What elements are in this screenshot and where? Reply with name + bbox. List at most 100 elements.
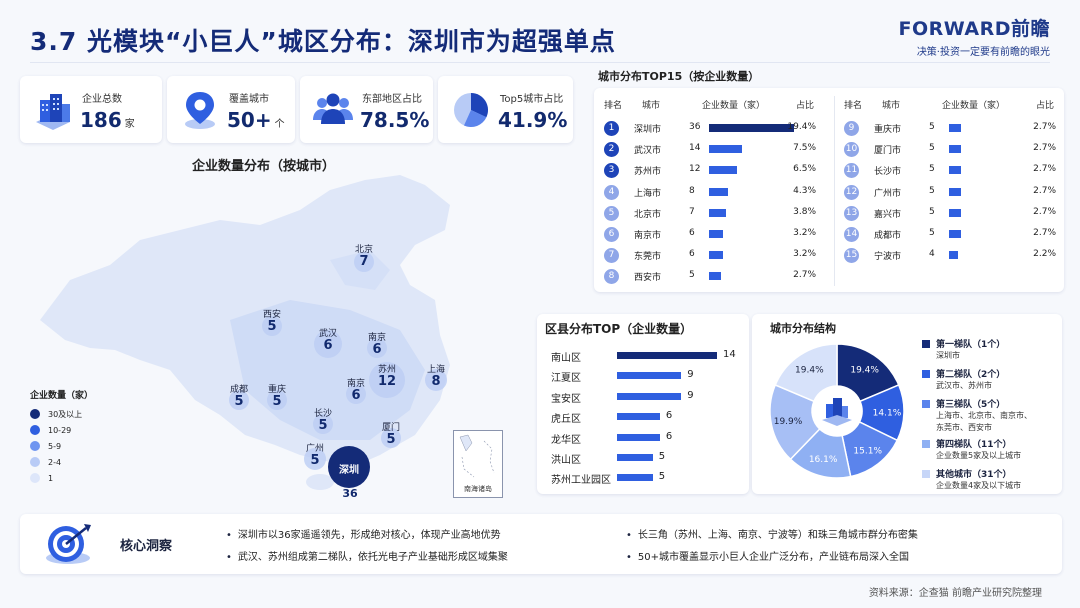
legend-label: 5-9 <box>48 441 62 451</box>
table-cell-city: 厦门市 <box>874 146 902 157</box>
col-header-rank: 排名 <box>604 101 623 111</box>
bar-value-label: 6 <box>665 410 673 422</box>
bar-value-label: 5 <box>658 471 666 483</box>
kpi-label: 东部地区占比 <box>362 94 422 105</box>
table-cell-pct: 3.8% <box>793 206 816 217</box>
legend-tier-name: 第一梯队（1个） <box>936 340 1006 350</box>
table-bar <box>949 124 961 132</box>
table-divider <box>834 96 835 286</box>
bar-category-label: 江夏区 <box>551 373 581 385</box>
insight-item: 武汉、苏州组成第二梯队，依托光电子产业基础形成区域集聚 <box>226 548 508 563</box>
map-legend: 企业数量（家） 30及以上 10-29 5-9 2-4 1 <box>30 388 93 486</box>
table-bar <box>949 145 961 154</box>
city-name: 武汉 <box>318 329 338 339</box>
legend-item: 1 <box>30 470 93 486</box>
table-cell-count: 36 <box>689 122 701 132</box>
location-pin-icon <box>185 92 215 129</box>
bar-row: 龙华区 6 <box>537 428 749 448</box>
rank-badge: 5 <box>604 205 619 221</box>
bar <box>617 474 653 482</box>
city-count: 5 <box>234 394 244 409</box>
insight-item: 深圳市以36家遥遥领先，形成绝对核心，体现产业高地优势 <box>226 526 501 541</box>
rank-badge: 11 <box>844 163 859 179</box>
city-name: 上海 <box>426 365 446 375</box>
table-bar <box>709 166 738 175</box>
table-row: 5 北京市 7 3.8% <box>594 203 824 224</box>
table-bar <box>709 208 726 217</box>
col-header-city: 城市 <box>882 101 901 111</box>
table-cell-count: 5 <box>929 206 935 217</box>
table-row: 6 南京市 6 3.2% <box>594 224 824 245</box>
table-row: 2 武汉市 14 7.5% <box>594 139 824 160</box>
map-title: 企业数量分布（按城市） <box>192 159 336 174</box>
bar <box>617 392 682 400</box>
city-marker <box>367 338 387 358</box>
insight-title: 核心洞察 <box>120 539 173 554</box>
bar <box>617 413 660 421</box>
bar-value-label: 14 <box>723 349 736 360</box>
bar-category-label: 宝安区 <box>551 393 581 405</box>
city-marker <box>354 252 374 272</box>
pie-chart-icon <box>454 93 488 128</box>
kpi-value: 50+ 个 <box>227 108 285 132</box>
table-cell-pct: 2.7% <box>1033 143 1056 154</box>
city-name: 苏州 <box>377 365 397 375</box>
pie-slice-label: 19.4% <box>795 365 824 375</box>
inset-map <box>459 434 495 478</box>
col-header-rank: 排名 <box>844 101 863 111</box>
pie-slice <box>774 343 838 403</box>
table-row: 12 广州市 5 2.7% <box>834 182 1064 203</box>
table-cell-pct: 2.7% <box>1033 228 1056 238</box>
legend-tier-desc: 深圳市 <box>936 351 960 360</box>
city-marker <box>425 369 447 391</box>
table-row: 9 重庆市 5 2.7% <box>834 118 1064 139</box>
source-note: 资料来源：企查猫 前瞻产业研究院整理 <box>868 588 1042 599</box>
pie-slice-label: 19.4% <box>850 365 879 375</box>
col-header-count: 企业数量（家） <box>942 101 1006 111</box>
kpi-unit: 家 <box>124 119 135 130</box>
table-cell-city: 重庆市 <box>874 125 902 135</box>
district-bar-chart: 南山区 14 江夏区 9 宝安区 9 虎丘区 6 龙华区 6 洪山区 5 苏州工业园区 5 <box>537 314 749 494</box>
city-name: 西安 <box>262 310 282 320</box>
bar-category-label: 洪山区 <box>551 455 581 466</box>
table-cell-pct: 2.7% <box>1033 185 1056 196</box>
city-count: 5 <box>272 394 282 409</box>
city-count: 5 <box>318 418 328 433</box>
structure-donut-chart: 19.4% 14.1% 15.1% 16.1% 19.9% 19.4% <box>769 343 905 479</box>
table-bar <box>709 272 721 281</box>
table-row: 13 嘉兴市 5 2.7% <box>834 203 1064 224</box>
city-count: 36 <box>342 487 358 500</box>
city-count: 5 <box>310 453 320 468</box>
legend-dot <box>30 409 40 419</box>
table-cell-count: 5 <box>929 164 935 175</box>
city-marker <box>267 390 287 410</box>
bar-row: 洪山区 5 <box>537 448 749 468</box>
table-cell-count: 4 <box>929 249 935 260</box>
bar <box>617 454 653 461</box>
brand-logo: FORWARD前瞻 决策·投资一定要有前瞻的眼光 <box>899 14 1050 58</box>
rank-badge: 13 <box>844 205 859 221</box>
table-bar <box>949 251 959 260</box>
bar-value-label: 9 <box>687 369 694 381</box>
table-cell-pct: 2.2% <box>1033 249 1056 260</box>
table-cell-count: 5 <box>929 228 935 238</box>
table-cell-pct: 2.7% <box>1033 206 1056 217</box>
target-icon <box>46 524 91 564</box>
kpi-label: 企业总数 <box>82 94 122 105</box>
table-cell-city: 成都市 <box>874 231 902 241</box>
people-group-icon <box>313 93 353 124</box>
rank-badge: 14 <box>844 227 859 242</box>
table-cell-pct: 6.5% <box>793 164 816 175</box>
legend-tier-desc: 企业数量4家及以下城市 <box>936 481 1022 490</box>
bar-row: 宝安区 9 <box>537 387 749 407</box>
table-cell-city: 宁波市 <box>874 252 902 263</box>
brand-slogan: 决策·投资一定要有前瞻的眼光 <box>916 47 1050 58</box>
buildings-icon <box>36 94 70 130</box>
city-marker <box>304 448 326 470</box>
table-bar <box>709 145 743 154</box>
table-bar <box>709 124 794 132</box>
kpi-value: 78.5% <box>360 108 430 132</box>
rank-badge: 6 <box>604 227 619 242</box>
pie-slice-label: 15.1% <box>853 446 882 456</box>
legend-item: 5-9 <box>30 438 93 454</box>
